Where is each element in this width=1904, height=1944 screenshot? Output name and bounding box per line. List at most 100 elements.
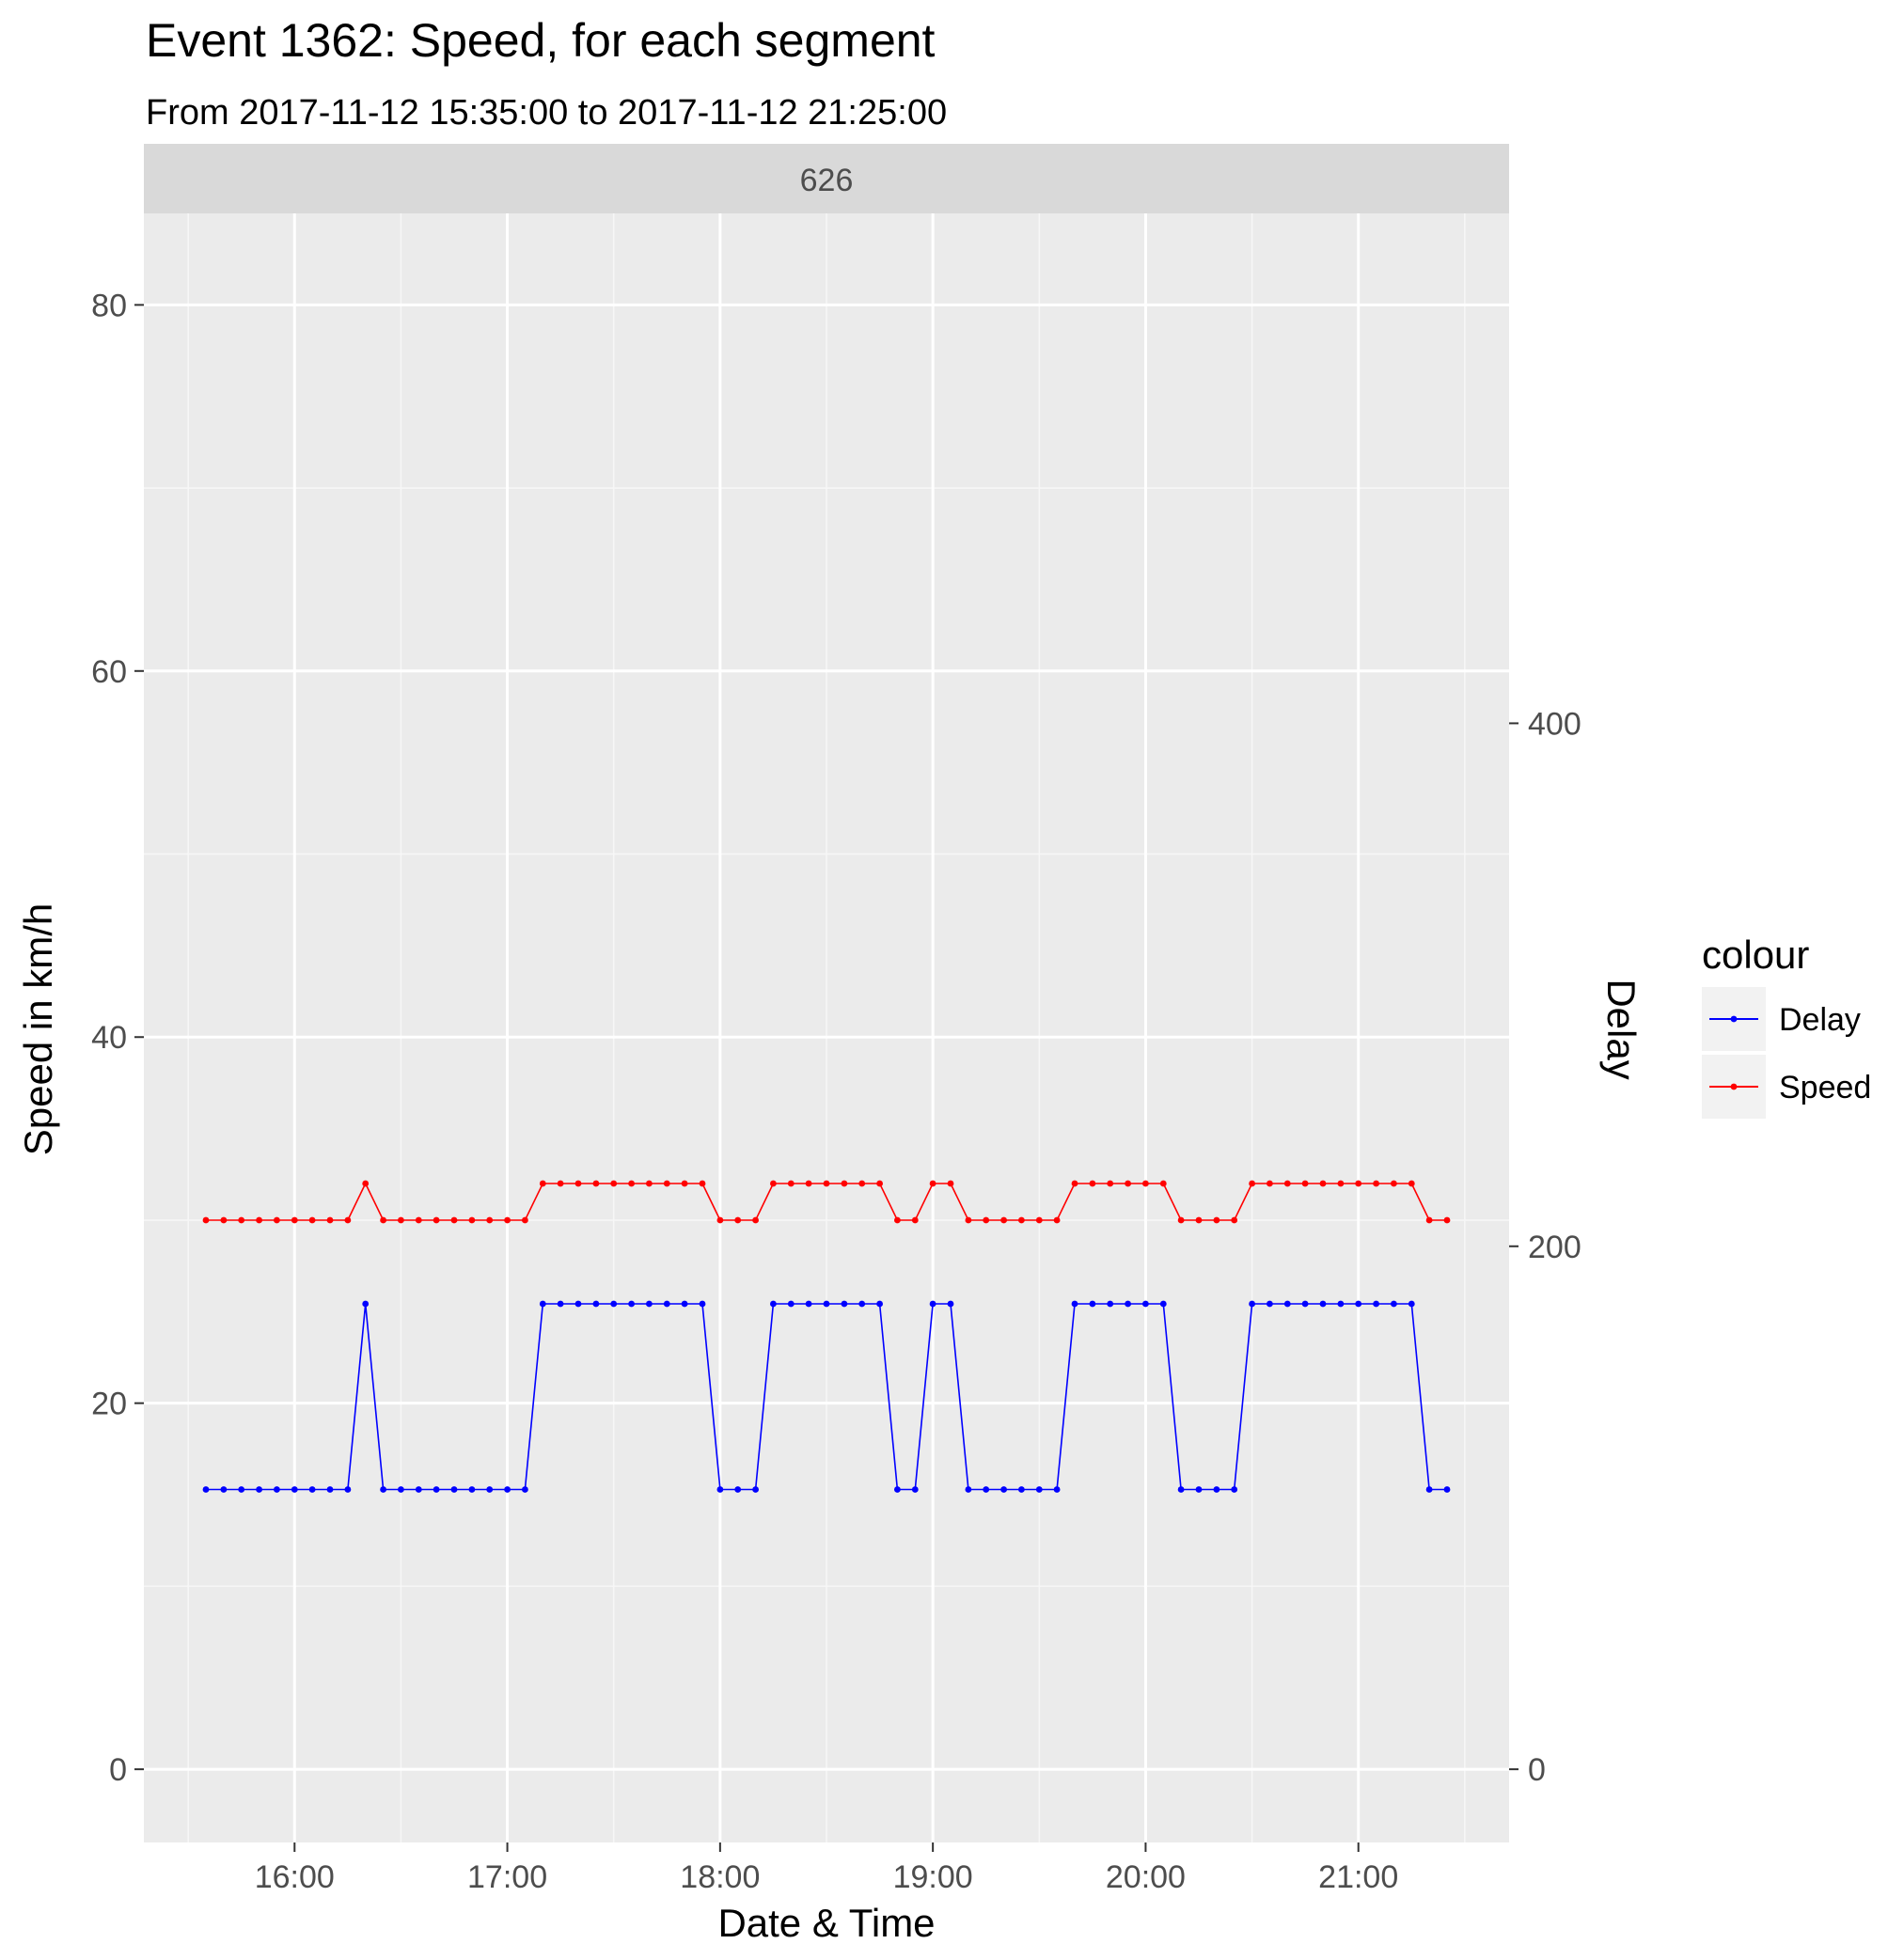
- data-point-delay: [1142, 1300, 1149, 1308]
- y-axis: 0 20 40 60 80: [91, 288, 144, 1788]
- data-point-speed: [1142, 1180, 1149, 1187]
- secondary-y-axis: 0 200 400: [1509, 706, 1581, 1788]
- data-point-speed: [433, 1216, 440, 1224]
- data-point-delay: [1159, 1300, 1167, 1308]
- data-point-speed: [716, 1216, 724, 1224]
- data-point-speed: [947, 1180, 954, 1187]
- x-axis: 16:00 17:00 18:00 19:00 20:00 21:00: [255, 1842, 1398, 1895]
- data-point-speed: [965, 1216, 972, 1224]
- data-point-speed: [734, 1216, 742, 1224]
- data-point-delay: [787, 1300, 795, 1308]
- data-point-speed: [1391, 1180, 1397, 1187]
- data-point-delay: [344, 1486, 352, 1493]
- data-point-delay: [983, 1486, 990, 1493]
- y-axis-title: Speed in km/h: [16, 903, 60, 1156]
- x-tick-label: 20:00: [1106, 1859, 1186, 1895]
- data-point-delay: [1443, 1486, 1451, 1493]
- data-point-speed: [1071, 1180, 1078, 1187]
- data-point-delay: [752, 1486, 759, 1493]
- legend: colour Delay Speed: [1702, 933, 1871, 1119]
- data-point-speed: [663, 1180, 670, 1187]
- data-point-delay: [1125, 1300, 1131, 1308]
- x-axis-title: Date & Time: [717, 1901, 935, 1944]
- data-point-delay: [663, 1300, 670, 1308]
- data-point-speed: [274, 1216, 280, 1224]
- data-point-delay: [592, 1300, 600, 1308]
- data-point-speed: [858, 1180, 866, 1187]
- data-point-speed: [486, 1216, 494, 1224]
- data-point-delay: [468, 1486, 476, 1493]
- data-point-speed: [1053, 1216, 1061, 1224]
- data-point-speed: [256, 1216, 262, 1224]
- data-point-speed: [646, 1180, 653, 1187]
- data-point-delay: [770, 1300, 777, 1308]
- data-point-delay: [1035, 1486, 1043, 1493]
- data-point-speed: [308, 1216, 316, 1224]
- x-tick-label: 18:00: [680, 1859, 760, 1895]
- data-point-delay: [1089, 1300, 1096, 1308]
- data-point-delay: [894, 1486, 901, 1493]
- data-point-speed: [1035, 1216, 1043, 1224]
- data-point-delay: [646, 1300, 653, 1308]
- data-point-delay: [1319, 1300, 1327, 1308]
- data-point-speed: [1443, 1216, 1451, 1224]
- data-point-delay: [362, 1300, 370, 1308]
- x-tick-label: 17:00: [467, 1859, 547, 1895]
- data-point-speed: [1355, 1180, 1362, 1187]
- data-point-delay: [947, 1300, 954, 1308]
- x-tick-label: 21:00: [1318, 1859, 1398, 1895]
- x-tick-label: 19:00: [893, 1859, 973, 1895]
- data-point-delay: [274, 1486, 280, 1493]
- data-point-speed: [1177, 1216, 1185, 1224]
- data-point-delay: [1018, 1486, 1025, 1493]
- minor-gridlines: [144, 213, 1509, 1842]
- data-point-speed: [1408, 1180, 1415, 1187]
- data-point-speed: [522, 1216, 528, 1224]
- y-tick-label: 80: [91, 288, 127, 323]
- data-point-delay: [1231, 1486, 1238, 1493]
- data-point-delay: [699, 1300, 706, 1308]
- data-point-delay: [1249, 1300, 1255, 1308]
- data-point-delay: [398, 1486, 404, 1493]
- data-point-delay: [1425, 1486, 1433, 1493]
- data-point-speed: [1283, 1180, 1291, 1187]
- data-point-delay: [1408, 1300, 1415, 1308]
- data-point-speed: [592, 1180, 600, 1187]
- data-point-delay: [1391, 1300, 1397, 1308]
- data-point-speed: [1301, 1180, 1309, 1187]
- data-point-speed: [362, 1180, 370, 1187]
- data-point-speed: [770, 1180, 777, 1187]
- data-point-delay: [1053, 1486, 1061, 1493]
- data-point-speed: [929, 1180, 936, 1187]
- legend-point-speed: [1730, 1083, 1738, 1090]
- data-point-delay: [628, 1300, 635, 1308]
- data-point-speed: [894, 1216, 901, 1224]
- y-tick-label: 60: [91, 654, 127, 690]
- data-point-delay: [1355, 1300, 1362, 1308]
- data-point-speed: [344, 1216, 352, 1224]
- data-point-delay: [504, 1486, 511, 1493]
- legend-label-speed: Speed: [1779, 1070, 1871, 1105]
- data-point-speed: [983, 1216, 990, 1224]
- data-point-speed: [1425, 1216, 1433, 1224]
- data-point-speed: [1159, 1180, 1167, 1187]
- data-point-speed: [468, 1216, 476, 1224]
- data-point-delay: [326, 1486, 334, 1493]
- chart-subtitle: From 2017-11-12 15:35:00 to 2017-11-12 2…: [146, 93, 947, 133]
- data-point-speed: [1000, 1216, 1007, 1224]
- data-point-speed: [1231, 1216, 1238, 1224]
- data-point-speed: [1125, 1180, 1131, 1187]
- data-point-delay: [308, 1486, 316, 1493]
- data-point-delay: [1373, 1300, 1379, 1308]
- data-point-delay: [858, 1300, 866, 1308]
- data-point-delay: [1267, 1300, 1273, 1308]
- data-point-speed: [220, 1216, 228, 1224]
- x-tick-label: 16:00: [255, 1859, 335, 1895]
- series-delay: [202, 1300, 1451, 1493]
- data-point-speed: [238, 1216, 245, 1224]
- data-point-speed: [539, 1180, 546, 1187]
- data-point-delay: [805, 1300, 812, 1308]
- data-point-delay: [876, 1300, 883, 1308]
- data-point-delay: [220, 1486, 228, 1493]
- data-point-delay: [450, 1486, 458, 1493]
